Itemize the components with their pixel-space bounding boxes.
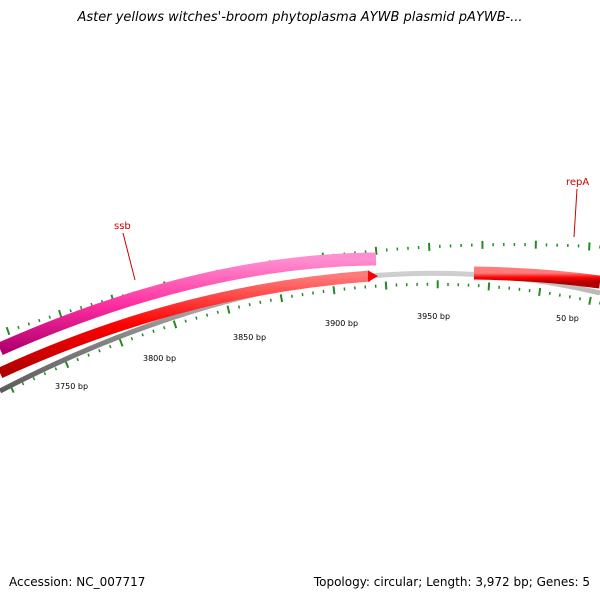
inner-tick-minor bbox=[259, 300, 262, 304]
inner-tick-minor bbox=[578, 297, 582, 301]
ssb-label-leader bbox=[122, 232, 136, 281]
inner-tick-ring bbox=[9, 280, 600, 394]
inner-tick-minor bbox=[76, 357, 79, 362]
inner-tick-minor bbox=[21, 382, 25, 386]
inner-tick-minor bbox=[43, 371, 47, 376]
inner-tick-minor bbox=[32, 376, 36, 381]
map-title: Aster yellows witches'-broom phytoplasma… bbox=[77, 10, 523, 25]
outer-tick-major bbox=[58, 309, 63, 319]
inner-tick-minor bbox=[163, 326, 166, 330]
outer-tick-minor bbox=[17, 325, 20, 330]
inner-tick-major bbox=[332, 286, 336, 295]
inner-tick-minor bbox=[98, 349, 101, 353]
scale-label-3900: 3900 bp bbox=[325, 319, 358, 328]
inner-tick-minor bbox=[568, 295, 571, 299]
inner-tick-minor bbox=[548, 291, 551, 296]
gene-label-ssb: ssb bbox=[114, 221, 131, 232]
outer-tick-minor bbox=[69, 309, 72, 313]
outer-tick-major bbox=[374, 246, 378, 255]
repA-label-leader bbox=[573, 188, 578, 238]
inner-tick-major bbox=[118, 338, 124, 347]
inner-tick-minor bbox=[248, 303, 251, 307]
inner-tick-major bbox=[384, 281, 388, 290]
inner-tick-minor bbox=[184, 319, 187, 323]
inner-tick-minor bbox=[109, 344, 112, 349]
gene-ssb-feature bbox=[0, 252, 377, 355]
inner-tick-minor bbox=[205, 313, 209, 317]
inner-tick-major bbox=[226, 305, 231, 314]
inner-tick-minor bbox=[269, 298, 272, 302]
scale-label-3850: 3850 bp bbox=[233, 333, 266, 342]
inner-tick-major bbox=[172, 320, 178, 329]
outer-tick-major bbox=[5, 326, 11, 336]
scale-label-3750: 3750 bp bbox=[55, 382, 88, 391]
inner-tick-minor bbox=[290, 294, 293, 298]
inner-tick-minor bbox=[130, 336, 134, 341]
topology-summary: Topology: circular; Length: 3,972 bp; Ge… bbox=[313, 575, 590, 589]
inner-tick-major bbox=[588, 296, 592, 305]
scale-label-3800: 3800 bp bbox=[143, 354, 176, 363]
inner-tick-major bbox=[279, 294, 284, 303]
inner-tick-major bbox=[487, 282, 491, 291]
gene-inner-arrowhead bbox=[368, 270, 378, 282]
inner-tick-minor bbox=[87, 353, 90, 357]
scale-label-3950: 3950 bp bbox=[417, 312, 450, 321]
outer-tick-minor bbox=[79, 305, 83, 310]
outer-tick-minor bbox=[38, 318, 41, 323]
gene-label-repA: repA bbox=[566, 177, 589, 188]
gene-inner-feature bbox=[0, 270, 371, 378]
scale-label-50: 50 bp bbox=[556, 314, 579, 323]
outer-tick-minor bbox=[48, 315, 51, 319]
inner-tick-minor bbox=[237, 305, 241, 309]
inner-tick-minor bbox=[141, 333, 144, 337]
gene-repA-feature bbox=[473, 266, 600, 289]
inner-tick-minor bbox=[195, 316, 198, 320]
inner-tick-minor bbox=[216, 310, 219, 314]
accession-text: Accession: NC_007717 bbox=[9, 575, 146, 589]
inner-tick-minor bbox=[558, 293, 561, 297]
inner-tick-minor bbox=[152, 329, 155, 333]
inner-tick-minor bbox=[54, 367, 58, 371]
outer-tick-minor bbox=[27, 322, 31, 326]
inner-tick-major bbox=[538, 287, 542, 297]
